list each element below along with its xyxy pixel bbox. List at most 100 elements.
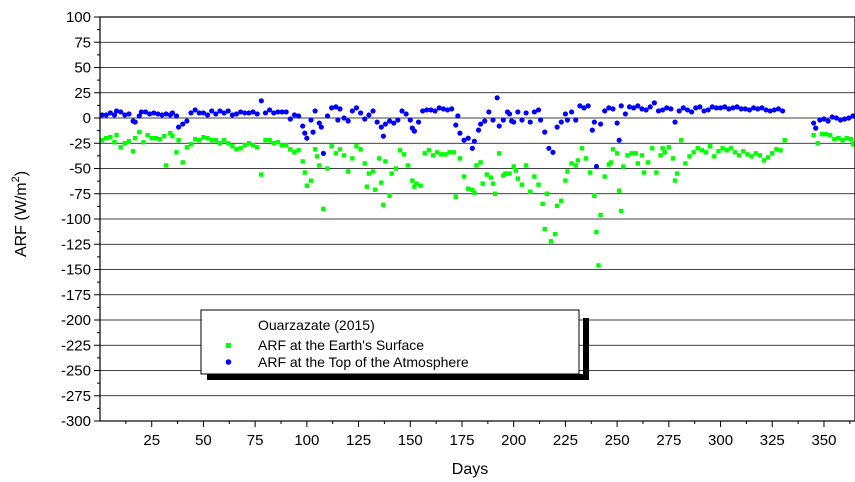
- toa-point: [147, 111, 153, 117]
- surface-point: [333, 151, 339, 156]
- legend-label-toa: ARF at the Top of the Atmosphere: [258, 354, 469, 370]
- surface-point: [157, 137, 163, 142]
- surface-point: [749, 154, 754, 159]
- toa-point: [221, 110, 227, 116]
- toa-point: [672, 119, 678, 125]
- toa-point: [378, 124, 384, 130]
- surface-point: [457, 156, 463, 161]
- toa-point: [693, 105, 699, 111]
- surface-point: [126, 139, 132, 144]
- toa-point: [136, 113, 142, 119]
- y-tick-label: -50: [69, 161, 91, 178]
- surface-point: [226, 141, 231, 146]
- surface-point: [832, 137, 837, 142]
- surface-point: [267, 138, 272, 143]
- toa-point: [192, 107, 198, 113]
- surface-point: [488, 175, 494, 180]
- surface-point: [377, 156, 382, 161]
- toa-point: [713, 105, 720, 111]
- toa-point: [250, 109, 256, 115]
- toa-point: [767, 108, 773, 114]
- surface-point: [511, 164, 516, 169]
- x-tick-label: 125: [346, 432, 371, 449]
- surface-point: [569, 161, 574, 166]
- y-tick-label: -200: [61, 312, 91, 329]
- toa-point: [597, 121, 604, 127]
- surface-point: [699, 148, 705, 153]
- toa-point: [457, 130, 463, 136]
- toa-point: [103, 112, 109, 118]
- toa-point: [602, 108, 608, 114]
- toa-point: [813, 125, 819, 131]
- y-axis-title: ARF (W/m2): [10, 171, 30, 257]
- surface-point: [314, 154, 320, 159]
- surface-point: [662, 150, 667, 155]
- toa-point: [335, 117, 341, 123]
- surface-point: [542, 226, 547, 232]
- toa-point: [453, 122, 459, 128]
- toa-point: [461, 137, 467, 143]
- toa-point: [697, 104, 703, 110]
- surface-point: [141, 140, 146, 145]
- legend-marker-surface: [226, 343, 231, 348]
- surface-point: [523, 163, 529, 168]
- toa-point: [455, 113, 461, 119]
- surface-point: [703, 150, 709, 155]
- toa-point: [631, 105, 637, 111]
- toa-point: [610, 106, 616, 112]
- surface-point: [470, 187, 475, 192]
- surface-point: [354, 144, 359, 149]
- x-tick-label: 150: [398, 432, 423, 449]
- surface-point: [387, 193, 392, 198]
- legend-marker-toa: [225, 359, 232, 365]
- surface-point: [163, 163, 169, 168]
- toa-point: [475, 127, 482, 133]
- toa-point: [581, 105, 587, 111]
- toa-point: [209, 108, 215, 114]
- surface-point: [213, 138, 219, 143]
- toa-point: [118, 109, 124, 115]
- series-surface-points: [99, 129, 855, 268]
- toa-point: [370, 108, 376, 114]
- y-tick-label: -175: [61, 287, 91, 304]
- surface-point: [619, 208, 624, 214]
- surface-point: [412, 184, 417, 189]
- surface-point: [497, 151, 502, 156]
- toa-point: [775, 106, 782, 112]
- surface-point: [492, 191, 498, 196]
- toa-point: [180, 121, 186, 127]
- toa-point: [655, 108, 662, 114]
- surface-point: [515, 176, 521, 181]
- surface-point: [474, 163, 479, 168]
- surface-point: [765, 155, 771, 160]
- toa-point: [204, 112, 211, 118]
- surface-point: [112, 140, 117, 145]
- x-tick-label: 325: [760, 432, 785, 449]
- toa-point: [593, 163, 600, 170]
- y-tick-label: -100: [61, 211, 91, 228]
- surface-point: [118, 145, 123, 150]
- toa-point: [734, 104, 740, 110]
- toa-point: [333, 104, 339, 110]
- surface-point: [362, 161, 367, 166]
- toa-point: [320, 150, 326, 156]
- toa-point: [238, 109, 244, 115]
- surface-point: [815, 141, 820, 146]
- surface-point: [565, 169, 570, 174]
- surface-point: [145, 132, 150, 138]
- toa-point: [614, 120, 620, 126]
- surface-point: [346, 169, 351, 174]
- surface-point: [137, 129, 142, 135]
- surface-point: [132, 136, 138, 141]
- toa-point: [742, 106, 748, 112]
- surface-point: [447, 150, 452, 155]
- toa-point: [846, 115, 852, 121]
- series-toa-points: [99, 95, 855, 170]
- surface-point: [544, 191, 549, 196]
- surface-point: [588, 170, 593, 175]
- toa-point: [842, 116, 848, 122]
- surface-point: [364, 184, 370, 189]
- toa-point: [616, 137, 622, 143]
- toa-point: [668, 106, 674, 112]
